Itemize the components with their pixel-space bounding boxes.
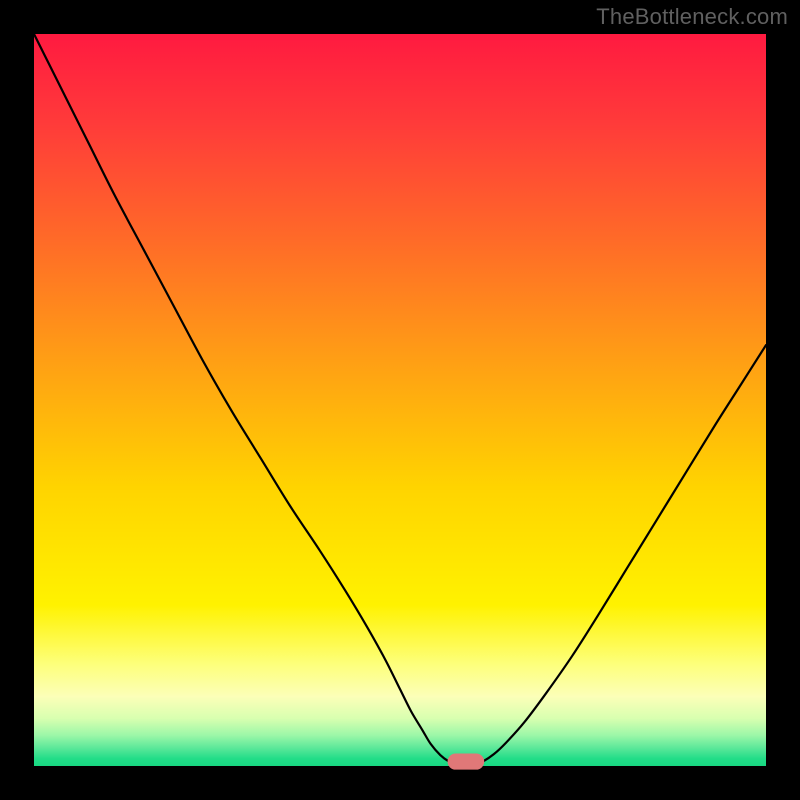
watermark-text: TheBottleneck.com bbox=[596, 4, 788, 30]
bottleneck-chart bbox=[0, 0, 800, 800]
chart-svg bbox=[0, 0, 800, 800]
